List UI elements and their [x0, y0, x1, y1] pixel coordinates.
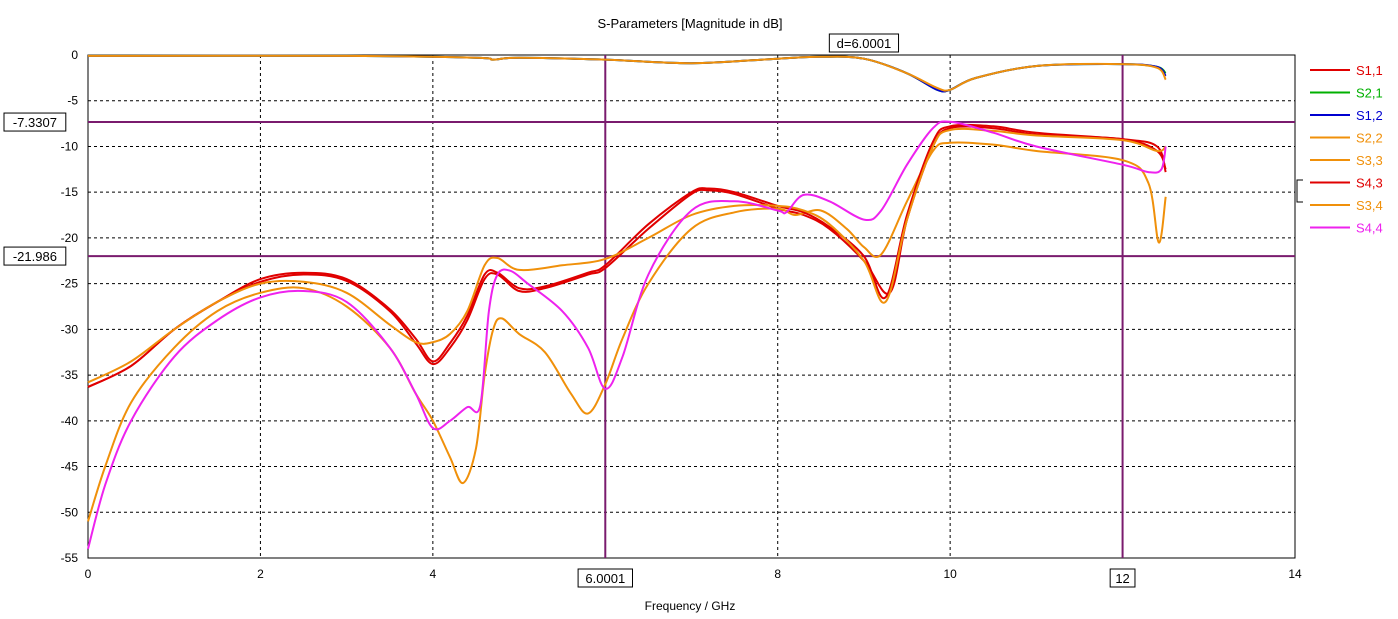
legend-label: S4,4	[1356, 221, 1383, 236]
y-tick-label: -45	[61, 460, 79, 474]
legend-item-S4-3[interactable]: S4,3	[1310, 176, 1383, 191]
axis-ticks: 024681012140-5-10-15-20-25-30-35-40-45-5…	[61, 48, 1302, 581]
horizontal-marker-label: -21.986	[3, 246, 67, 266]
y-tick-label: -25	[61, 277, 79, 291]
legend-item-S1-1[interactable]: S1,1	[1310, 63, 1383, 78]
grid	[88, 55, 1295, 558]
series-line-S4-4	[87, 120, 1167, 550]
marker-labels: 6.0001 12 -7.3307 -21.986 d=6.0001	[3, 33, 1136, 588]
legend-label: S2,1	[1356, 86, 1383, 101]
legend-label: S4,3	[1356, 176, 1383, 191]
legend-bracket	[1296, 179, 1303, 203]
legend-item-S3-3[interactable]: S3,3	[1310, 153, 1383, 168]
legend-item-S1-2[interactable]: S1,2	[1310, 108, 1383, 123]
x-axis-label: Frequency / GHz	[645, 599, 736, 613]
y-tick-label: -40	[61, 414, 79, 428]
legend-label: S3,4	[1356, 198, 1383, 213]
legend-label: S1,1	[1356, 63, 1383, 78]
y-tick-label: 0	[71, 48, 78, 62]
y-tick-label: -30	[61, 322, 79, 336]
series-line-S3-3	[87, 141, 1167, 522]
x-tick-label: 0	[85, 567, 92, 581]
plot-area	[87, 54, 1296, 559]
vertical-marker-label-text: 6.0001	[585, 571, 625, 586]
x-tick-label: 14	[1288, 567, 1302, 581]
series-lines	[87, 54, 1167, 550]
series-line-S4-3	[87, 123, 1167, 388]
horizontal-marker-label-text: -21.986	[13, 249, 57, 264]
markers	[88, 55, 1295, 558]
legend-item-S2-2[interactable]: S2,2	[1310, 131, 1383, 146]
vertical-marker-label-box	[1109, 568, 1136, 588]
x-tick-label: 8	[774, 567, 781, 581]
horizontal-marker-label-text: -7.3307	[13, 115, 57, 130]
vertical-marker-label-text: 12	[1115, 571, 1129, 586]
x-tick-label: 4	[430, 567, 437, 581]
horizontal-marker-label: -7.3307	[3, 112, 67, 132]
series-line-S3-4	[87, 127, 1167, 384]
legend-label: S1,2	[1356, 108, 1383, 123]
legend-item-S3-4[interactable]: S3,4	[1310, 198, 1383, 213]
vertical-marker-label: 12	[1109, 568, 1136, 588]
y-tick-label: -50	[61, 505, 79, 519]
delta-label-text: d=6.0001	[837, 36, 892, 51]
horizontal-marker-label-box	[3, 246, 67, 266]
x-tick-label: 10	[943, 567, 957, 581]
x-tick-label: 2	[257, 567, 264, 581]
legend-item-S4-4[interactable]: S4,4	[1310, 221, 1383, 236]
legend[interactable]: S1,1 S2,1 S1,2 S2,2 S3,3 S4,3 S3,4 S4,4	[1296, 63, 1383, 236]
chart-title: S-Parameters [Magnitude in dB]	[598, 16, 783, 31]
legend-label: S3,3	[1356, 153, 1383, 168]
y-tick-label: -55	[61, 551, 79, 565]
series-line-S2-2	[87, 54, 1167, 92]
horizontal-marker-label-box	[3, 112, 67, 132]
delta-label: d=6.0001	[828, 33, 900, 53]
y-tick-label: -10	[61, 139, 79, 153]
vertical-marker-label-box	[577, 568, 633, 588]
y-tick-label: -20	[61, 231, 79, 245]
y-tick-label: -35	[61, 368, 79, 382]
vertical-marker-label: 6.0001	[577, 568, 633, 588]
legend-item-S2-1[interactable]: S2,1	[1310, 86, 1383, 101]
delta-label-box	[828, 33, 900, 53]
y-tick-label: -15	[61, 185, 79, 199]
legend-label: S2,2	[1356, 131, 1383, 146]
y-tick-label: -5	[67, 94, 78, 108]
